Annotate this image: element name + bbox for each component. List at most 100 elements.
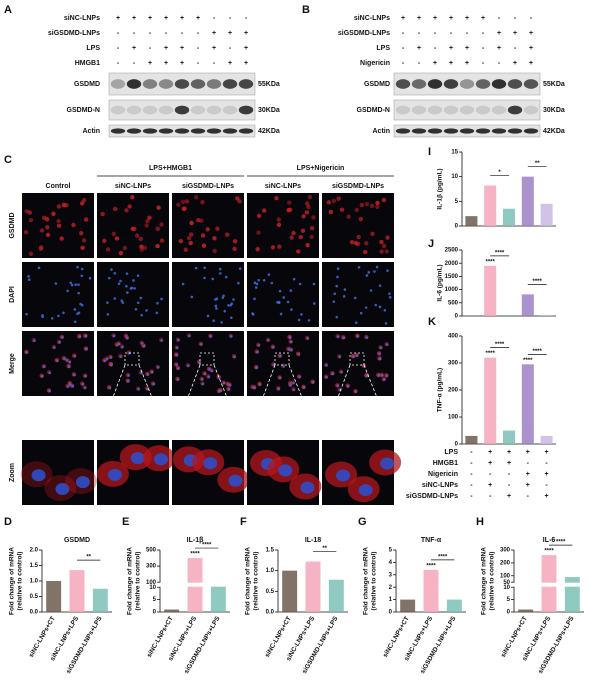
nucleus xyxy=(210,369,214,373)
y-axis-label: IL-6 (pg/mL) xyxy=(437,264,444,301)
nucleus xyxy=(278,376,282,380)
cell-signal xyxy=(184,199,190,204)
condition-sign: + xyxy=(164,60,168,67)
cell-signal xyxy=(80,245,85,250)
y-tick-label: 15 xyxy=(451,150,458,156)
nucleus xyxy=(342,295,346,298)
nucleus xyxy=(217,390,221,393)
cell-signal xyxy=(339,207,345,212)
condition-sign: - xyxy=(470,449,473,456)
nucleus xyxy=(74,283,77,286)
bar xyxy=(400,599,416,612)
zoom-guide xyxy=(321,364,351,441)
nucleus xyxy=(298,282,302,286)
cell-signal xyxy=(188,232,194,237)
condition-sign: - xyxy=(527,460,530,467)
condition-sign: + xyxy=(164,45,168,52)
cell-signal xyxy=(83,217,89,222)
cell-signal xyxy=(212,236,217,241)
cell-signal xyxy=(44,217,50,222)
blot-band xyxy=(126,128,142,134)
nucleus xyxy=(228,383,232,387)
row-label: DAPI xyxy=(9,286,16,303)
nucleus xyxy=(227,304,230,307)
chart-title: IL-1β xyxy=(187,537,204,544)
cell-signal xyxy=(375,204,380,209)
cell-signal xyxy=(118,250,124,256)
y-tick-label: 10 xyxy=(503,585,510,591)
blot-band xyxy=(110,105,126,115)
nucleus xyxy=(237,281,240,285)
nucleus xyxy=(76,312,79,316)
y-tick-label: 10 xyxy=(149,585,156,591)
nucleus xyxy=(253,281,257,285)
condition-sign: + xyxy=(497,45,501,52)
nucleus xyxy=(187,364,190,368)
micrograph xyxy=(97,262,169,327)
blot-band xyxy=(443,128,459,134)
blot-band xyxy=(190,105,206,115)
cell-signal xyxy=(379,239,384,245)
nucleus xyxy=(220,321,224,324)
nucleus xyxy=(105,357,109,361)
nucleus xyxy=(278,464,293,477)
chart-title: TNF-α xyxy=(421,537,442,544)
zoom-guide xyxy=(96,364,126,441)
nucleus xyxy=(385,343,389,346)
nucleus xyxy=(223,309,227,313)
nucleus xyxy=(207,375,211,379)
blot-band xyxy=(475,128,491,134)
nucleus xyxy=(288,336,292,339)
blot-band xyxy=(443,79,459,89)
cell-signal xyxy=(188,240,193,246)
blot-band xyxy=(395,79,411,89)
nucleus xyxy=(325,363,328,367)
condition-sign: + xyxy=(433,15,437,22)
nucleus xyxy=(355,354,359,357)
cell-signal xyxy=(145,218,150,224)
panel-letter: A xyxy=(4,4,12,16)
blot-band xyxy=(507,128,523,134)
blot-band xyxy=(427,105,443,115)
blot-band xyxy=(238,79,254,89)
significance: **** xyxy=(438,554,448,560)
nucleus xyxy=(175,346,179,350)
nucleus xyxy=(188,334,191,338)
row-label: Merge xyxy=(9,353,16,374)
y-tick-label: 0 xyxy=(455,442,459,448)
bar xyxy=(69,570,85,612)
bar xyxy=(210,584,226,612)
nucleus xyxy=(253,386,256,390)
condition-sign: - xyxy=(482,30,485,37)
condition-sign: + xyxy=(488,482,492,489)
significance: * xyxy=(498,170,501,176)
nucleus xyxy=(150,370,154,374)
nucleus xyxy=(336,267,340,271)
column-header: siGSDMD-LNPs xyxy=(182,183,234,190)
bar xyxy=(518,609,534,612)
significance: **** xyxy=(544,549,554,555)
nucleus xyxy=(385,374,389,378)
condition-sign: - xyxy=(498,60,501,67)
bar xyxy=(46,581,62,612)
condition-label: siNC-LNPs xyxy=(422,482,458,489)
y-tick-label: 0.0 xyxy=(266,610,275,616)
nucleus xyxy=(340,370,343,374)
condition-sign: - xyxy=(470,471,473,478)
condition-sign: - xyxy=(117,45,120,52)
nucleus xyxy=(81,382,85,386)
bar xyxy=(465,216,478,226)
nucleus xyxy=(190,295,194,299)
nucleus xyxy=(289,340,293,344)
condition-sign: + xyxy=(513,60,517,67)
nucleus xyxy=(282,364,285,368)
significance: **** xyxy=(495,250,505,256)
cell-signal xyxy=(311,215,316,220)
cell-signal xyxy=(180,199,186,205)
nucleus xyxy=(68,360,72,364)
condition-sign: - xyxy=(514,15,517,22)
nucleus xyxy=(300,313,303,316)
bar xyxy=(521,176,534,226)
blot-band xyxy=(411,128,427,134)
cell-signal xyxy=(186,236,192,241)
